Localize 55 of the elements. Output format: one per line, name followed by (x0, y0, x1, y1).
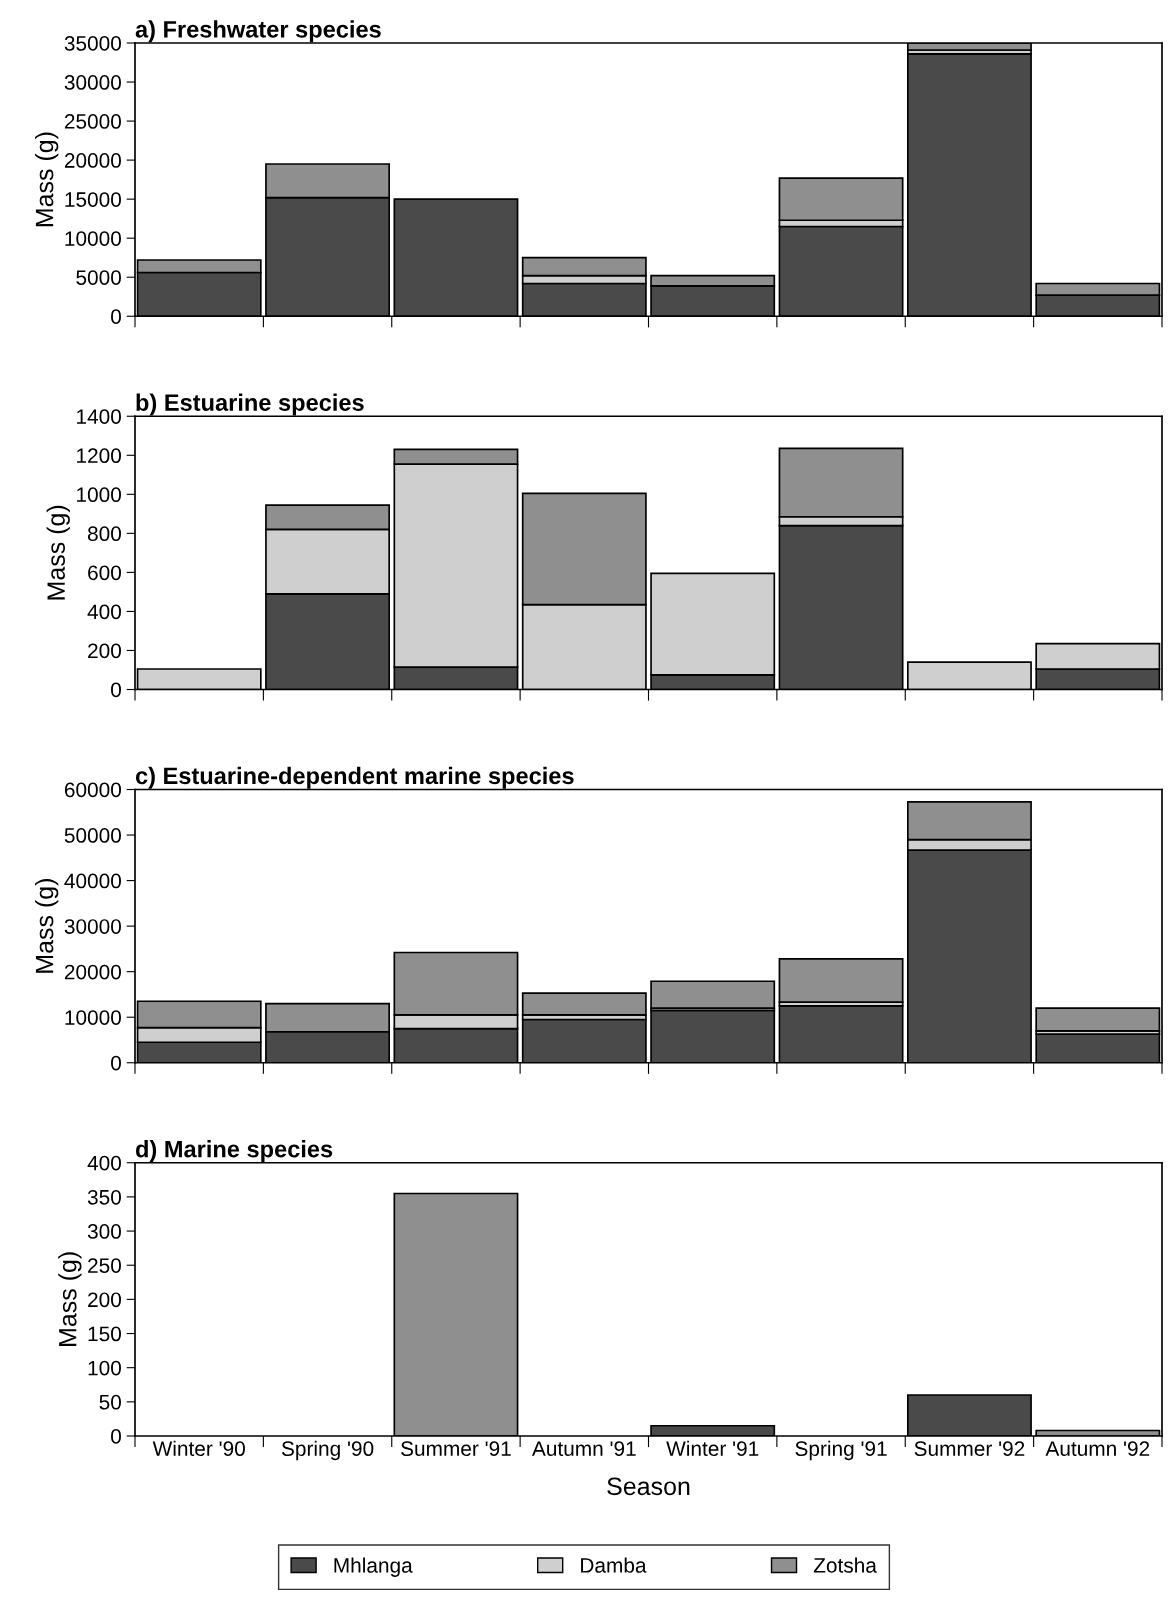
chart-title: a) Freshwater species (135, 20, 381, 43)
y-tick-label: 0 (111, 1055, 121, 1071)
x-tick-label: Winter '91 (666, 1440, 759, 1457)
y-tick-label: 250 (88, 1258, 121, 1273)
y-tick-label: 35000 (64, 36, 121, 51)
y-tick-label: 50000 (64, 828, 121, 843)
bar (650, 980, 776, 1009)
x-tick-label: Winter '90 (152, 1440, 245, 1457)
y-tick-label: 30000 (64, 919, 121, 934)
y-tick-label: 0 (111, 309, 121, 324)
y-axis-title: Mass (g) (35, 132, 59, 227)
y-tick-label: 50 (99, 1394, 121, 1410)
x-tick-label: Spring '90 (281, 1440, 374, 1461)
legend-label: Damba (581, 1557, 647, 1573)
legend-label: Zotsha (813, 1557, 877, 1573)
x-tick-label: Summer '92 (914, 1441, 1025, 1457)
y-tick-label: 30000 (64, 75, 121, 90)
y-tick-label: 1400 (77, 409, 121, 424)
bar (778, 958, 904, 1004)
y-tick-label: 15000 (65, 192, 121, 207)
y-axis-title: Mass (g) (46, 505, 70, 600)
y-tick-label: 10000 (65, 1010, 121, 1025)
y-tick-label: 350 (87, 1189, 121, 1205)
y-tick-label: 0 (111, 1429, 121, 1444)
y-tick-label: 200 (88, 1292, 121, 1308)
y-tick-label: 40000 (64, 873, 121, 889)
y-tick-label: 400 (87, 1155, 121, 1171)
y-axis-title: Mass (g) (58, 1252, 82, 1346)
y-tick-label: 1000 (77, 487, 121, 503)
y-tick-label: 20000 (64, 964, 121, 980)
legend-label: Mhlanga (334, 1557, 413, 1577)
y-tick-label: 150 (88, 1326, 121, 1342)
y-tick-label: 10000 (65, 231, 121, 246)
y-tick-label: 25000 (64, 114, 121, 129)
y-tick-label: 600 (88, 565, 121, 581)
y-tick-label: 20000 (64, 153, 121, 168)
y-tick-label: 200 (88, 643, 121, 659)
y-tick-label: 60000 (64, 782, 121, 798)
x-tick-label: Autumn '92 (1045, 1441, 1150, 1457)
bar (521, 992, 647, 1016)
y-tick-label: 100 (88, 1360, 121, 1376)
y-tick-label: 400 (87, 604, 121, 620)
chart-title: c) Estuarine-dependent marine species (135, 766, 574, 789)
y-tick-label: 0 (111, 682, 121, 698)
x-tick-label: Spring '91 (795, 1440, 887, 1461)
y-tick-label: 5000 (76, 270, 121, 285)
y-tick-label: 800 (87, 526, 121, 542)
chart-title: d) Marine species (135, 1140, 333, 1163)
y-axis-title: Mass (g) (35, 879, 59, 973)
x-tick-label: Summer '91 (401, 1441, 511, 1457)
x-tick-label: Autumn '91 (531, 1441, 636, 1457)
chart-title: b) Estuarine species (136, 393, 364, 416)
x-axis-title: Season (607, 1477, 690, 1496)
y-tick-label: 300 (87, 1224, 121, 1239)
y-tick-label: 1200 (77, 448, 121, 464)
